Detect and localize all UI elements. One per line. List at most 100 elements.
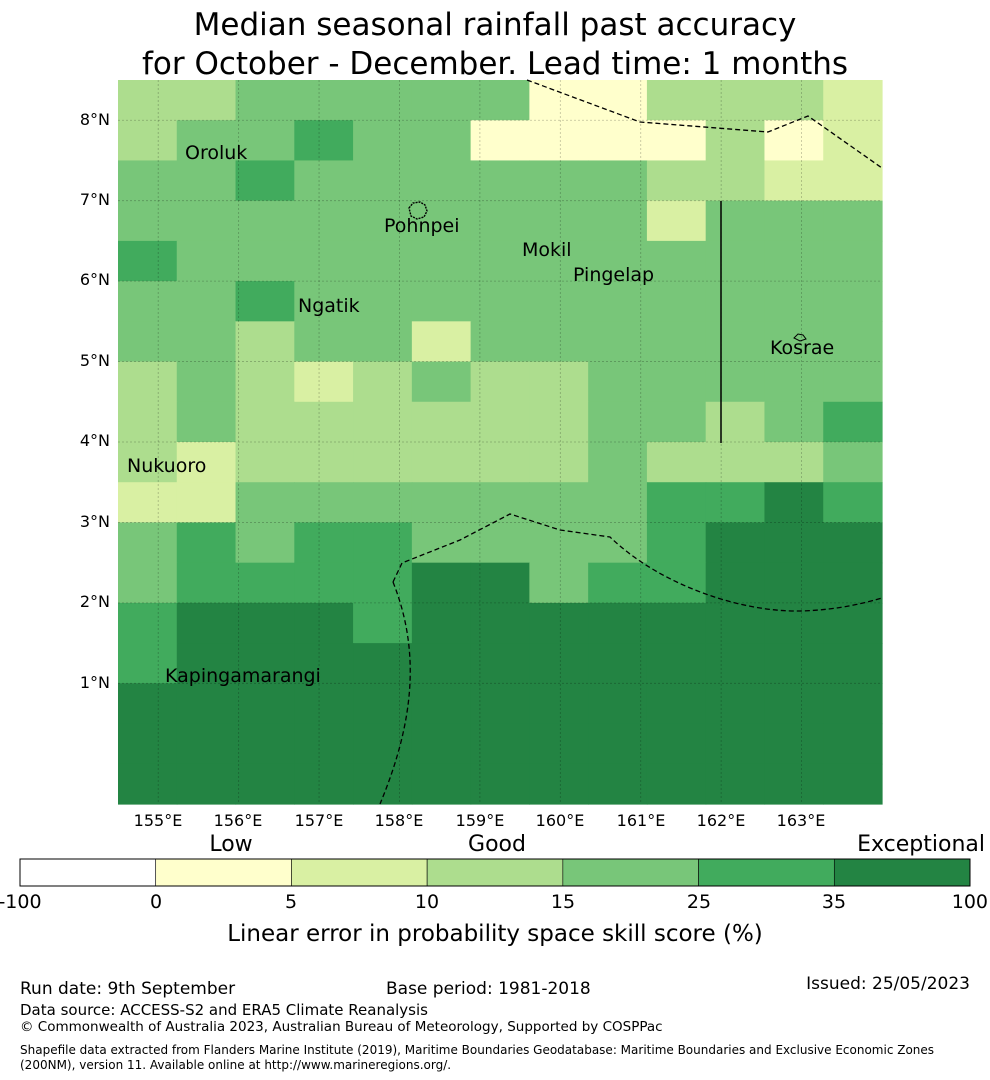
- grid-cell: [705, 482, 766, 524]
- grid-cell: [764, 643, 824, 684]
- lon-tick-156e: 156°E: [213, 811, 263, 830]
- grid-cell: [705, 723, 766, 765]
- grid-cell: [235, 482, 295, 524]
- grid-cell: [294, 80, 354, 121]
- grid-cell: [235, 723, 295, 765]
- grid-cell: [470, 723, 530, 765]
- colorbar-tick-100: 100: [951, 891, 988, 913]
- grid-cell: [529, 763, 589, 805]
- grid-cell: [176, 281, 237, 322]
- grid-cell: [529, 562, 589, 604]
- grid-cell: [294, 200, 354, 242]
- grid-cell: [411, 80, 472, 121]
- grid-cell: [294, 522, 354, 564]
- grid-cell: [118, 120, 178, 162]
- grid-cell: [118, 160, 178, 202]
- grid-cell: [646, 361, 707, 403]
- grid-cell: [470, 200, 530, 242]
- grid-cell: [235, 643, 295, 684]
- lon-tick-155e: 155°E: [133, 811, 183, 830]
- grid-cell: [823, 281, 883, 322]
- lon-tick-163e: 163°E: [776, 811, 826, 830]
- colorbar-tick-5: 5: [284, 891, 298, 913]
- grid-cell: [588, 401, 648, 443]
- grid-cell: [764, 120, 824, 162]
- grid-cell: [823, 80, 883, 121]
- grid-cell: [764, 361, 824, 403]
- lat-tick-1n: 1°N: [79, 673, 110, 692]
- place-label-pohnpei: Pohnpei: [384, 215, 460, 237]
- grid-cell: [176, 401, 237, 443]
- grid-cell: [470, 763, 530, 805]
- grid-cell: [646, 321, 707, 363]
- grid-cell: [705, 643, 766, 684]
- grid-cell: [705, 281, 766, 322]
- grid-cell: [823, 643, 883, 684]
- grid-cell: [764, 763, 824, 805]
- grid-cell: [118, 602, 178, 644]
- grid-cell: [118, 442, 178, 483]
- grid-cell: [588, 602, 648, 644]
- grid-cell: [411, 643, 472, 684]
- grid-cell: [705, 361, 766, 403]
- grid-cell: [118, 482, 178, 524]
- grid-cell: [118, 321, 178, 363]
- grid-cell: [529, 442, 589, 483]
- grid-cell: [588, 160, 648, 202]
- grid-cell: [294, 401, 354, 443]
- grid-cell: [294, 442, 354, 483]
- grid-cell: [411, 401, 472, 443]
- lon-tick-162e: 162°E: [696, 811, 746, 830]
- lon-tick-161e: 161°E: [616, 811, 666, 830]
- grid-cell: [353, 602, 413, 644]
- grid-cell: [353, 723, 413, 765]
- grid-cell: [353, 482, 413, 524]
- grid-cell: [411, 522, 472, 564]
- grid-cell: [646, 602, 707, 644]
- shapefile-attribution: Shapefile data extracted from Flanders M…: [20, 1043, 935, 1072]
- grid-cell: [823, 442, 883, 483]
- grid-cell: [294, 361, 354, 403]
- grid-cell: [118, 522, 178, 564]
- grid-cell: [411, 200, 472, 242]
- grid-cell: [529, 602, 589, 644]
- grid-cell: [353, 401, 413, 443]
- lat-tick-4n: 4°N: [79, 431, 110, 450]
- grid-cell: [705, 683, 766, 725]
- grid-cell: [411, 321, 472, 363]
- grid-cell: [235, 80, 295, 121]
- grid-cell: [176, 321, 237, 363]
- grid-cell: [470, 321, 530, 363]
- grid-cell: [235, 522, 295, 564]
- grid-cell: [176, 160, 237, 202]
- grid-cell: [235, 240, 295, 282]
- grid-cell: [235, 562, 295, 604]
- grid-cell: [118, 763, 178, 805]
- colorbar-segment: [833, 858, 971, 887]
- grid-cell: [588, 482, 648, 524]
- grid-cell: [294, 281, 354, 322]
- grid-cell: [764, 240, 824, 282]
- colorbar: [19, 858, 971, 887]
- grid-cell: [588, 200, 648, 242]
- grid-cell: [176, 522, 237, 564]
- grid-cell: [588, 240, 648, 282]
- grid-cell: [176, 240, 237, 282]
- pohnpei-island-outline: [408, 201, 428, 220]
- grid-cell: [764, 321, 824, 363]
- grid-cell: [646, 482, 707, 524]
- grid-cell: [353, 281, 413, 322]
- grid-cell: [588, 442, 648, 483]
- grid-cell: [235, 361, 295, 403]
- colorbar-segment: [291, 858, 428, 887]
- grid-cell: [529, 80, 589, 121]
- grid-cell: [646, 643, 707, 684]
- grid-cell: [823, 120, 883, 162]
- grid-cell: [353, 562, 413, 604]
- grid-cell: [646, 80, 707, 121]
- grid-cell: [823, 321, 883, 363]
- grid-cell: [235, 281, 295, 322]
- grid-cell: [411, 120, 472, 162]
- grid-cell: [764, 683, 824, 725]
- colorbar-tick-15: 15: [550, 891, 576, 913]
